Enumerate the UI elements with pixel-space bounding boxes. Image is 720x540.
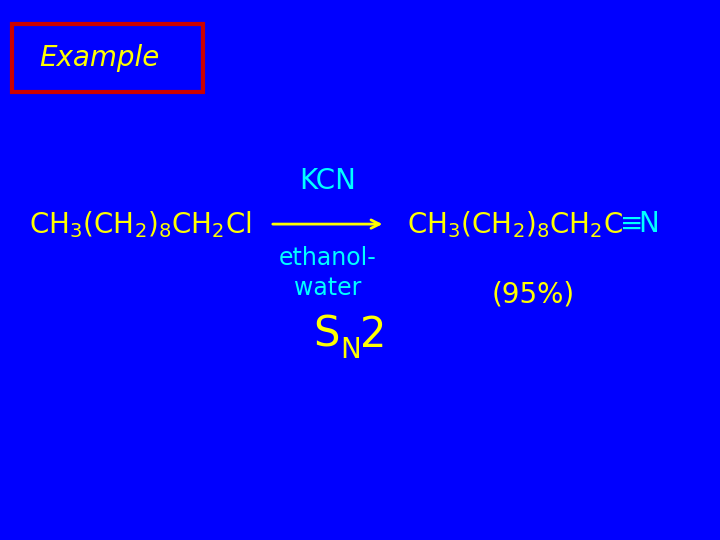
- Text: KCN: KCN: [300, 167, 356, 195]
- Text: ethanol-
water: ethanol- water: [279, 246, 377, 300]
- Text: S: S: [313, 314, 340, 356]
- Text: (95%): (95%): [491, 280, 575, 308]
- Text: 2: 2: [360, 314, 387, 356]
- FancyBboxPatch shape: [12, 24, 203, 92]
- Text: CH$_3$(CH$_2$)$_8$CH$_2$Cl: CH$_3$(CH$_2$)$_8$CH$_2$Cl: [29, 208, 252, 240]
- Text: N: N: [341, 336, 361, 364]
- Text: N: N: [639, 210, 660, 238]
- Text: CH$_3$(CH$_2$)$_8$CH$_2$C: CH$_3$(CH$_2$)$_8$CH$_2$C: [407, 208, 623, 240]
- Text: ≡: ≡: [620, 210, 643, 238]
- Text: Example: Example: [39, 44, 160, 72]
